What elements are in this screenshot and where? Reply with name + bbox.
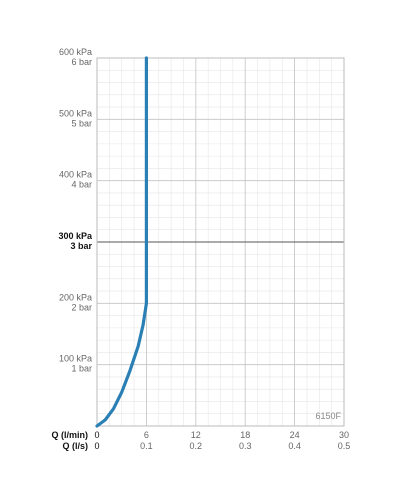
- x-tick-label-ls: 0: [94, 441, 99, 451]
- x-tick-label-ls: 0.3: [239, 441, 252, 451]
- y-tick-label-bar: 1 bar: [71, 364, 92, 374]
- x-tick-label-lmin: 12: [191, 430, 201, 440]
- y-tick-label-kpa: 200 kPa: [59, 292, 92, 302]
- y-tick-label-kpa: 300 kPa: [58, 231, 93, 241]
- x-axis-labels: 00 60.1 120.2 180.3 240.4 300.5: [94, 430, 350, 451]
- x-axis-title-lmin: Q (l/min): [52, 430, 89, 440]
- x-tick-label-lmin: 6: [144, 430, 149, 440]
- y-tick-label-kpa: 100 kPa: [59, 354, 92, 364]
- y-tick-label-kpa: 500 kPa: [59, 108, 92, 118]
- x-axis-title-ls: Q (l/s): [62, 441, 88, 451]
- y-tick-label-bar: 5 bar: [71, 118, 92, 128]
- x-tick-label-lmin: 30: [339, 430, 349, 440]
- x-tick-label-ls: 0.4: [288, 441, 301, 451]
- x-tick-label-ls: 0.1: [140, 441, 153, 451]
- series-line-0: [95, 56, 148, 428]
- y-tick-label-bar: 4 bar: [71, 180, 92, 190]
- y-tick-label-bar: 2 bar: [71, 302, 92, 312]
- model-label: 6150F: [315, 411, 341, 421]
- x-tick-label-lmin: 24: [290, 430, 300, 440]
- x-tick-label-lmin: 18: [240, 430, 250, 440]
- y-tick-label-kpa: 400 kPa: [59, 170, 92, 180]
- x-tick-label-lmin: 0: [94, 430, 99, 440]
- y-tick-label-bar: 3 bar: [70, 241, 92, 251]
- x-tick-label-ls: 0.2: [190, 441, 203, 451]
- x-tick-label-ls: 0.5: [338, 441, 351, 451]
- y-tick-label-bar: 6 bar: [71, 57, 92, 67]
- plot-frame: [96, 57, 345, 427]
- series-layer: [95, 56, 148, 428]
- y-tick-label-kpa: 600 kPa: [59, 47, 92, 57]
